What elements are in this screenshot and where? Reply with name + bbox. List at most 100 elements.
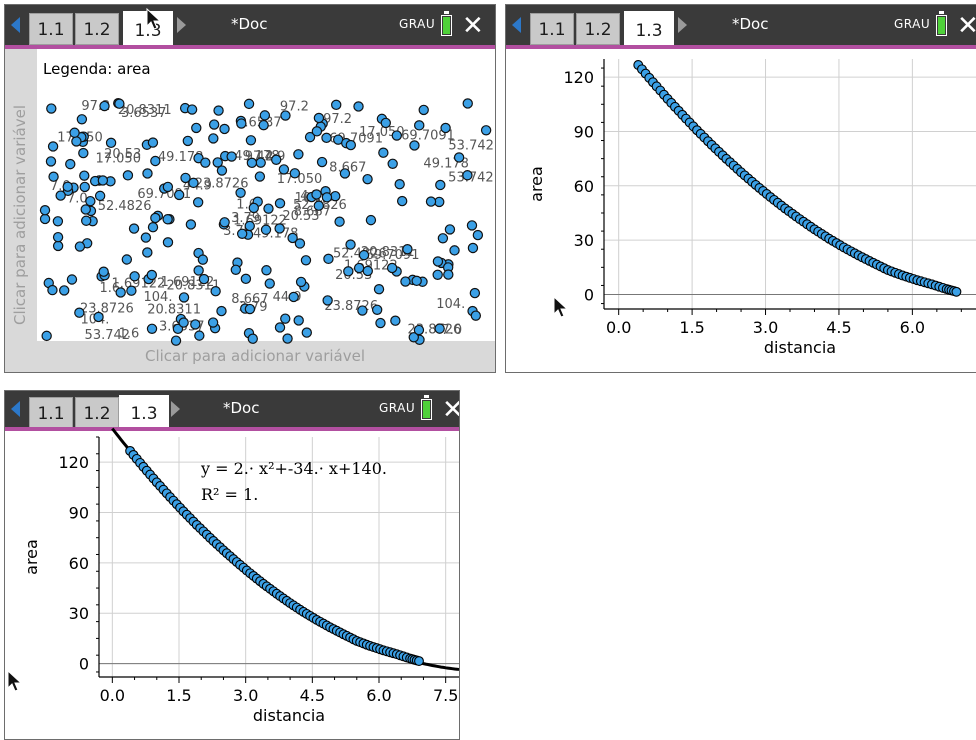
data-point	[287, 232, 298, 244]
point-value-label: 49.178	[158, 150, 204, 165]
data-point	[271, 154, 282, 166]
tab-1-2[interactable]: 1.2	[75, 13, 119, 45]
data-point	[186, 104, 198, 115]
data-point	[52, 216, 64, 227]
data-point	[244, 220, 255, 232]
doc-title: *Doc	[231, 15, 268, 33]
data-point	[390, 315, 401, 326]
data-point	[208, 119, 220, 130]
data-point	[207, 317, 219, 328]
data-point	[295, 276, 307, 288]
data-point	[244, 303, 256, 315]
x-tick-label: 4.5	[826, 318, 851, 337]
nav-right-icon[interactable]	[177, 17, 186, 33]
data-point	[47, 141, 59, 152]
point-value-label: 20.8311	[118, 103, 172, 118]
data-point	[414, 120, 425, 131]
tab-1-1[interactable]: 1.1	[29, 13, 73, 45]
point-value-label: 8.667	[329, 160, 366, 175]
nav-right-icon[interactable]	[171, 401, 180, 417]
data-point	[235, 187, 246, 198]
side-drop-zone[interactable]	[5, 49, 37, 372]
data-point	[274, 322, 286, 333]
point-value-label: 3.6537	[236, 115, 282, 130]
data-point	[150, 155, 161, 167]
point-value-label: 20.8311	[361, 245, 415, 260]
point-value-label: 7.0	[441, 323, 462, 338]
axis-strip	[506, 49, 604, 309]
data-point	[311, 189, 322, 200]
data-point	[97, 175, 109, 186]
data-point	[467, 242, 479, 254]
data-point	[472, 229, 484, 241]
data-point	[226, 151, 237, 162]
data-point	[162, 214, 173, 225]
data-point	[353, 101, 364, 112]
data-point	[304, 131, 316, 143]
data-point	[391, 130, 402, 141]
x-tick-label: 1.5	[679, 318, 704, 337]
bottom-drop-zone[interactable]	[37, 341, 495, 372]
close-icon[interactable]: ✕	[462, 11, 484, 41]
data-point	[378, 147, 389, 158]
data-point	[443, 269, 454, 280]
dot-plot-area: 49.17817.0501.6912223.8726104.20.831197.…	[39, 98, 494, 346]
data-point	[178, 317, 189, 328]
data-point	[76, 114, 88, 125]
data-point	[339, 168, 351, 179]
point-value-label: 52.4826	[98, 199, 152, 214]
nav-right-icon[interactable]	[678, 17, 687, 33]
close-icon[interactable]: ✕	[442, 395, 459, 425]
x-tick-label: 1.5	[166, 686, 191, 705]
data-point	[173, 189, 185, 201]
tab-1-1[interactable]: 1.1	[530, 13, 574, 45]
close-icon[interactable]: ✕	[957, 11, 976, 41]
data-point	[261, 265, 272, 276]
data-point	[260, 224, 272, 235]
tab-bar: 1.1 1.2 1.3 *Doc GRAU ✕	[506, 5, 976, 49]
x-tick-label: 6.0	[900, 318, 925, 337]
data-point	[240, 273, 252, 285]
data-point	[466, 220, 478, 231]
data-point	[194, 330, 205, 341]
data-point	[432, 256, 444, 267]
data-point	[254, 171, 266, 182]
data-point	[408, 332, 419, 343]
x-tick-label: 4.5	[300, 686, 325, 705]
data-point	[453, 152, 465, 163]
tab-1-3[interactable]: 1.3	[624, 11, 674, 49]
battery-icon	[421, 395, 432, 420]
data-point	[52, 231, 64, 243]
tab-1-1[interactable]: 1.1	[29, 397, 73, 429]
y-tick-label: 120	[563, 68, 594, 87]
data-point	[444, 224, 456, 235]
data-point	[264, 278, 275, 289]
y-tick-label: 90	[574, 122, 594, 141]
regression-equation: y = 2.· x²+-34.· x+140.	[201, 459, 387, 478]
data-point	[278, 164, 290, 175]
y-axis-label: area	[22, 539, 41, 575]
data-point	[193, 265, 204, 276]
data-point	[46, 103, 57, 114]
tab-1-2[interactable]: 1.2	[75, 397, 119, 429]
data-point	[142, 247, 153, 258]
tab-1-2[interactable]: 1.2	[576, 13, 620, 45]
nav-left-icon[interactable]	[11, 17, 20, 33]
bottom-placeholder[interactable]: Clicar para adicionar variável	[145, 347, 365, 365]
y-tick-label: 120	[58, 453, 89, 472]
data-point	[45, 156, 57, 167]
tab-1-3[interactable]: 1.3	[119, 395, 169, 431]
data-point	[313, 200, 324, 211]
nav-left-icon[interactable]	[11, 401, 20, 417]
data-point	[147, 137, 159, 148]
point-value-label: 7.0	[67, 191, 88, 206]
data-point	[74, 241, 86, 252]
data-point	[480, 125, 492, 136]
data-point	[247, 333, 258, 344]
side-placeholder[interactable]: Clicar para adicionar variável	[11, 105, 29, 325]
nav-left-icon[interactable]	[512, 17, 521, 33]
data-point	[362, 265, 373, 277]
data-point	[345, 139, 357, 151]
data-point	[293, 315, 304, 326]
data-point	[52, 240, 64, 252]
